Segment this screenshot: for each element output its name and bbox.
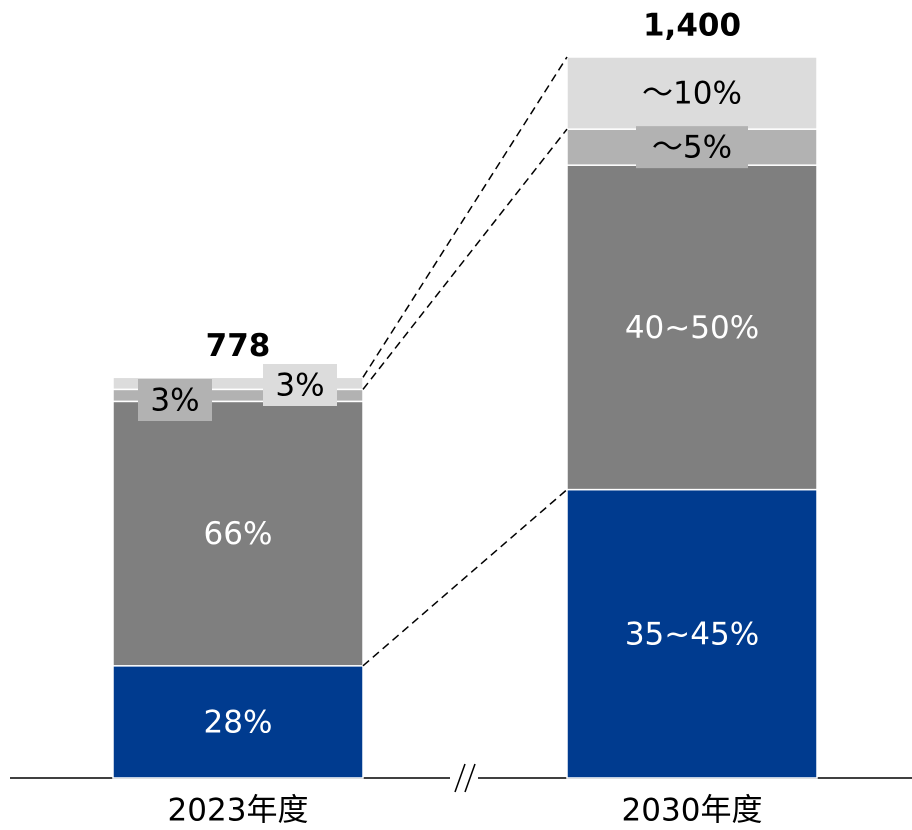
segment-label: 66% — [204, 516, 273, 552]
segment-label: 3% — [150, 383, 199, 419]
category-label: 2023年度 — [168, 793, 309, 829]
category-label: 2030年度 — [622, 793, 763, 829]
connector — [362, 128, 568, 390]
bar-segment — [566, 164, 818, 491]
segment-label: 3% — [275, 368, 324, 404]
segment-label: 35~45% — [625, 616, 759, 652]
connector — [362, 489, 568, 667]
segment-label: 40~50% — [625, 310, 759, 346]
label-box — [636, 126, 748, 169]
connector — [362, 56, 568, 378]
total-label: 1,400 — [643, 8, 741, 44]
segment-label: ～5% — [652, 130, 732, 166]
bar-segment — [112, 400, 364, 667]
label-box — [138, 379, 212, 421]
segment-label: 28% — [204, 704, 273, 740]
bar-segment — [112, 665, 364, 779]
label-box — [263, 364, 337, 406]
segment-label: ～10% — [642, 76, 742, 112]
axis-break — [464, 763, 476, 793]
total-label: 778 — [206, 328, 271, 364]
bar-segment — [566, 488, 818, 779]
bar-segment — [566, 56, 818, 130]
axis-break — [454, 763, 466, 793]
